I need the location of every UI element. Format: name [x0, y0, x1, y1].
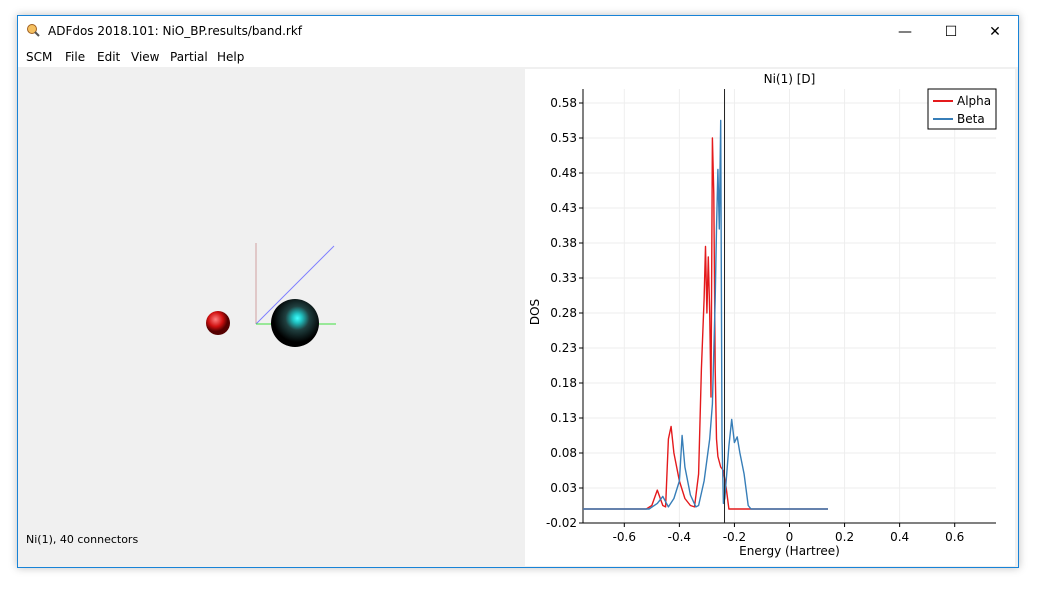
nickel-atom[interactable] [271, 299, 319, 347]
menu-view[interactable]: View [131, 50, 160, 64]
chart-title: Ni(1) [D] [764, 72, 816, 86]
legend-box [927, 88, 997, 130]
menu-edit[interactable]: Edit [97, 50, 121, 64]
dos-chart[interactable]: -0.6 -0.4 -0.2 0 0.2 0.4 0.6 -0.02 0.03 0.08 0.13 0… [525, 69, 1015, 566]
oxygen-atom[interactable] [206, 311, 230, 335]
menu-bar: SCM File Edit View Partial Help [18, 47, 1018, 67]
molecule-scene[interactable] [18, 67, 523, 527]
close-button[interactable]: ✕ [989, 23, 1001, 40]
y-tick-label: 0.43 [550, 201, 577, 215]
status-text: Ni(1), 40 connectors [26, 533, 139, 546]
x-tick-label: -0.6 [613, 530, 636, 544]
legend-label-beta: Beta [957, 112, 985, 126]
molecule-viewer[interactable]: Ni(1), 40 connectors [18, 67, 523, 567]
x-tick-label: -0.2 [723, 530, 746, 544]
y-axis-label: DOS [528, 299, 542, 325]
minimize-button[interactable]: — [898, 23, 912, 40]
y-tick-label: 0.33 [550, 271, 577, 285]
menu-help[interactable]: Help [217, 50, 245, 64]
x-tick-label: -0.4 [668, 530, 691, 544]
x-axis-label: Energy (Hartree) [739, 544, 840, 558]
dos-chart-panel: -0.6 -0.4 -0.2 0 0.2 0.4 0.6 -0.02 0.03 0.08 0.13 0… [525, 69, 1015, 566]
y-tick-label: 0.38 [550, 236, 577, 250]
legend-label-alpha: Alpha [957, 94, 991, 108]
y-tick-label: -0.02 [546, 516, 577, 530]
window-title: ADFdos 2018.101: NiO_BP.results/band.rkf [48, 24, 303, 38]
y-tick-label: 0.08 [550, 446, 577, 460]
x-tick-label: 0.2 [835, 530, 854, 544]
y-tick-label: 0.53 [550, 131, 577, 145]
app-window: ADFdos 2018.101: NiO_BP.results/band.rkf… [17, 15, 1019, 568]
y-tick-label: 0.03 [550, 481, 577, 495]
y-tick-label: 0.18 [550, 376, 577, 390]
series-line-beta [583, 119, 828, 510]
series-line-alpha [583, 137, 828, 510]
x-tick-label: 0.4 [890, 530, 909, 544]
axis-x [255, 245, 335, 325]
y-tick-label: 0.13 [550, 411, 577, 425]
menu-scm[interactable]: SCM [26, 50, 53, 64]
y-tick-label: 0.48 [550, 166, 577, 180]
app-icon [27, 24, 40, 37]
x-tick-label: 0.6 [945, 530, 964, 544]
maximize-button[interactable]: ☐ [944, 23, 958, 40]
title-bar: ADFdos 2018.101: NiO_BP.results/band.rkf… [18, 16, 1018, 47]
y-tick-label: 0.23 [550, 341, 577, 355]
menu-partial[interactable]: Partial [170, 50, 208, 64]
menu-file[interactable]: File [65, 50, 86, 64]
y-tick-label: 0.58 [550, 96, 577, 110]
x-tick-label: 0 [786, 530, 794, 544]
y-tick-label: 0.28 [550, 306, 577, 320]
